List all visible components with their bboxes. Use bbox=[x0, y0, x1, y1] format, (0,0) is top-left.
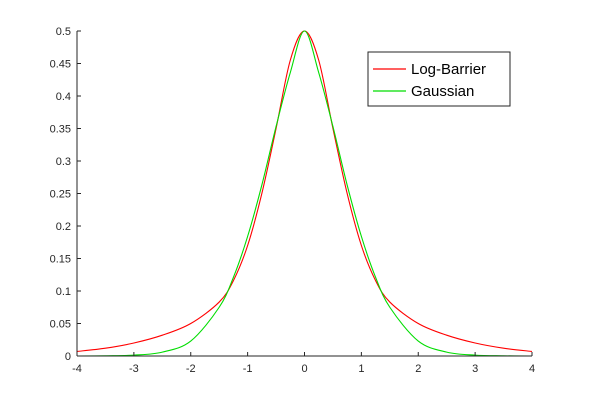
y-tick-label: 0.5 bbox=[56, 26, 71, 38]
y-tick-label: 0.35 bbox=[50, 124, 71, 136]
y-tick-label: 0.05 bbox=[50, 319, 71, 331]
legend-label-gaussian: Gaussian bbox=[411, 83, 474, 100]
x-tick-label: 0 bbox=[301, 363, 307, 375]
x-tick-label: -4 bbox=[72, 363, 82, 375]
x-tick-label: -3 bbox=[129, 363, 139, 375]
x-tick-label: 3 bbox=[472, 363, 478, 375]
series-layer bbox=[76, 30, 533, 357]
y-tick-label: 0.2 bbox=[56, 221, 71, 233]
y-tick-label: 0.25 bbox=[50, 189, 71, 201]
x-tick-label: 1 bbox=[358, 363, 364, 375]
x-tick-label: -1 bbox=[243, 363, 253, 375]
y-tick-label: 0 bbox=[65, 351, 71, 363]
y-tick-label: 0.1 bbox=[56, 286, 71, 298]
x-tick-label: -2 bbox=[186, 363, 196, 375]
legend: Log-Barrier Gaussian bbox=[367, 51, 511, 107]
y-tick-label: 0.45 bbox=[50, 59, 71, 71]
x-tick-label: 4 bbox=[529, 363, 535, 375]
legend-box bbox=[367, 51, 511, 107]
y-tick-label: 0.3 bbox=[56, 156, 71, 168]
y-tick-label: 0.4 bbox=[56, 91, 71, 103]
series-line-gaussian bbox=[76, 30, 533, 357]
y-tick-label: 0.15 bbox=[50, 254, 71, 266]
ticks-layer: -4 -3 -2 -1 0 1 2 3 4 0 0.05 0.1 0.15 0.2 0.25 0.3 0.35 0… bbox=[50, 26, 535, 375]
x-tick-label: 2 bbox=[415, 363, 421, 375]
legend-label-log-barrier: Log-Barrier bbox=[411, 61, 486, 78]
